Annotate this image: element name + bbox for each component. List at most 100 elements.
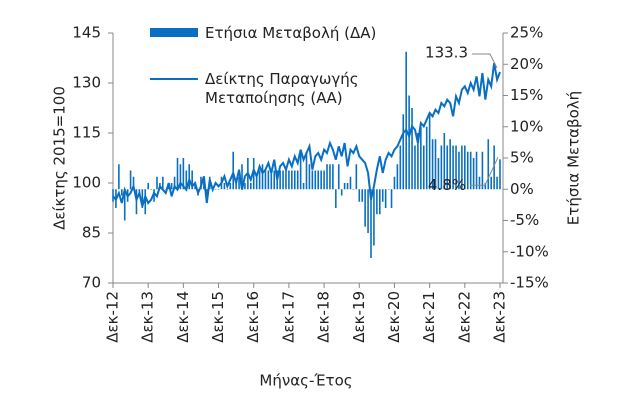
- x-tick-label: Δεκ-22: [455, 291, 473, 343]
- bar: [399, 145, 402, 190]
- bar: [358, 189, 361, 202]
- bar: [367, 189, 369, 233]
- bar: [241, 164, 243, 190]
- y2-tick-label: 5%: [510, 149, 534, 167]
- bar: [276, 170, 278, 190]
- bar: [129, 170, 132, 190]
- leader-line: [472, 53, 498, 69]
- bar: [346, 183, 349, 190]
- bar: [417, 133, 419, 190]
- bar: [475, 151, 478, 190]
- legend-bar-label: Ετήσια Μεταβολή (ΔΑ): [205, 24, 377, 42]
- legend-line-label: Δείκτης Παραγωγής Μεταποίησης (ΑΑ): [205, 70, 359, 107]
- bar: [293, 170, 296, 190]
- bar: [156, 176, 158, 190]
- bar: [229, 183, 232, 190]
- bar: [232, 151, 235, 190]
- bar: [431, 139, 434, 190]
- leader-line: [470, 157, 499, 186]
- bar: [329, 164, 331, 190]
- bar: [118, 164, 120, 190]
- bar: [387, 189, 390, 190]
- bar: [355, 164, 358, 190]
- bar: [147, 183, 149, 190]
- bar: [314, 170, 317, 190]
- bar: [335, 189, 337, 208]
- bar: [484, 183, 487, 190]
- bar: [376, 189, 378, 215]
- y2-tick-label: 20%: [510, 55, 543, 73]
- x-tick-label: Δεκ-23: [491, 291, 509, 343]
- legend-bar-swatch: [150, 28, 198, 37]
- bar: [132, 176, 135, 190]
- bar: [326, 164, 328, 190]
- bar: [282, 170, 284, 190]
- x-axis-label: Μήνας-Έτος: [259, 372, 352, 390]
- x-tick-label: Δεκ-13: [139, 291, 157, 343]
- y-tick-label: 115: [72, 124, 101, 142]
- bar: [302, 183, 305, 190]
- bar: [223, 183, 226, 190]
- bar: [270, 170, 273, 190]
- bar: [170, 183, 173, 190]
- bar: [188, 164, 191, 190]
- bar: [317, 170, 320, 190]
- bar: [264, 170, 267, 190]
- bar: [258, 170, 261, 190]
- y2-tick-label: 15%: [510, 86, 543, 104]
- bar: [373, 189, 375, 246]
- value-label: 133.3: [425, 44, 468, 62]
- bar: [499, 159, 501, 190]
- x-tick-label: Δεκ-20: [385, 291, 403, 343]
- y-tick-label: 70: [82, 274, 101, 292]
- bar: [361, 189, 364, 202]
- bar: [191, 170, 193, 190]
- bar: [440, 145, 443, 190]
- bar: [123, 189, 126, 221]
- x-tick-label: Δεκ-21: [420, 291, 438, 343]
- bar: [261, 164, 264, 190]
- bar: [396, 164, 399, 190]
- bar: [267, 170, 270, 190]
- x-tick-label: Δεκ-16: [244, 291, 262, 343]
- bar: [285, 170, 287, 190]
- bar: [408, 95, 410, 190]
- bar: [273, 170, 276, 190]
- y2-tick-label: 0%: [510, 180, 534, 198]
- y2-tick-label: -10%: [510, 242, 549, 260]
- bar: [343, 183, 346, 190]
- bar: [411, 108, 413, 190]
- y-tick-label: 130: [72, 74, 101, 92]
- value-label: 4.8%: [428, 176, 466, 194]
- y2-tick-label: -15%: [510, 274, 549, 292]
- bar: [458, 151, 460, 190]
- bar: [422, 145, 425, 190]
- bar: [226, 189, 229, 190]
- y-axis-label: Δείκτης 2015=100: [51, 86, 69, 230]
- bar: [349, 176, 352, 190]
- bar: [112, 189, 114, 202]
- bar: [173, 176, 176, 190]
- bar: [255, 176, 258, 190]
- y2-tick-label: -5%: [510, 211, 539, 229]
- bar: [144, 189, 147, 215]
- bar: [466, 151, 469, 190]
- bar: [141, 189, 144, 208]
- bar: [337, 164, 340, 190]
- bar: [288, 170, 290, 190]
- bar: [153, 189, 155, 202]
- bar: [446, 145, 449, 190]
- bar: [455, 145, 457, 190]
- bar: [478, 176, 481, 190]
- bar: [179, 164, 182, 190]
- bar: [279, 170, 281, 190]
- y-tick-label: 145: [72, 24, 101, 42]
- bar: [340, 189, 343, 196]
- bar: [244, 183, 246, 190]
- bar: [381, 189, 384, 202]
- y-tick-label: 100: [72, 174, 101, 192]
- bar: [443, 133, 446, 190]
- bar: [420, 126, 422, 190]
